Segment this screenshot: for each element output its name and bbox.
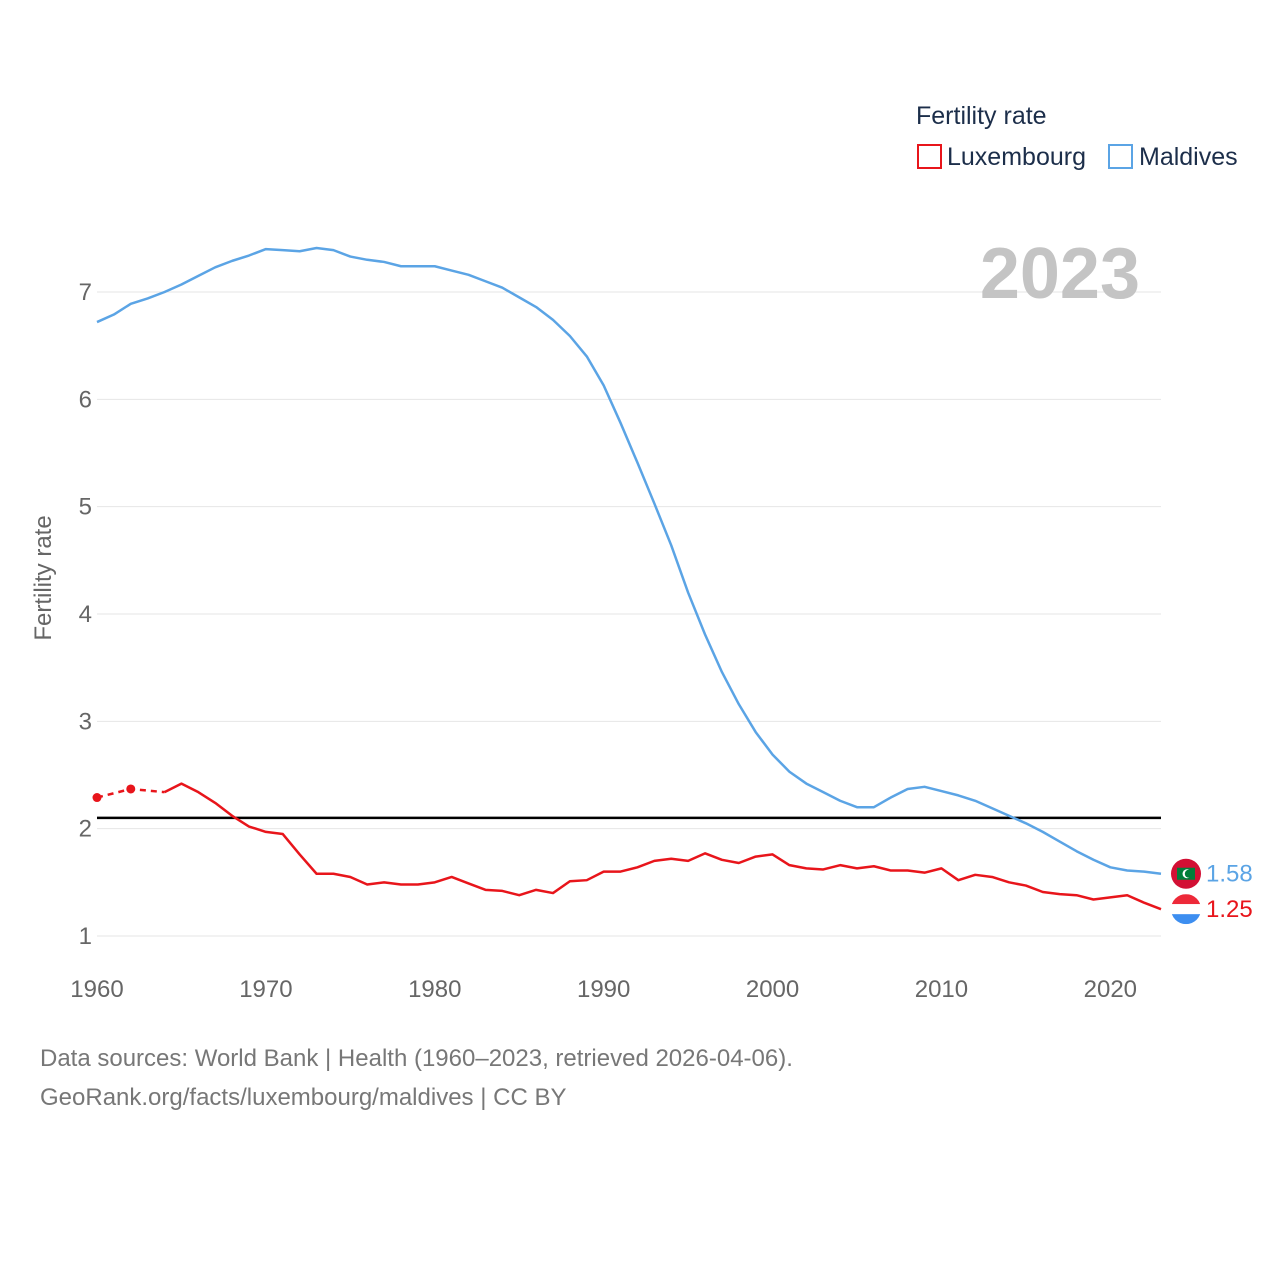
y-tick-label: 1 xyxy=(79,923,92,950)
legend-title: Fertility rate xyxy=(916,102,1047,130)
x-axis-ticks: 1960 1970 1980 1990 2000 2010 2020 xyxy=(70,976,1137,1003)
maldives-flag-icon xyxy=(1171,858,1201,889)
x-tick-label: 2020 xyxy=(1084,976,1137,1003)
x-tick-label: 1990 xyxy=(577,976,630,1003)
legend-swatch-maldives xyxy=(1108,144,1133,169)
y-tick-label: 3 xyxy=(79,708,92,735)
y-tick-label: 6 xyxy=(79,386,92,413)
luxembourg-flag-icon xyxy=(1171,894,1201,925)
x-tick-label: 1960 xyxy=(70,976,123,1003)
y-tick-label: 2 xyxy=(79,816,92,843)
year-label: 2023 xyxy=(980,234,1140,314)
legend-label-maldives: Maldives xyxy=(1139,143,1238,171)
x-tick-label: 2000 xyxy=(746,976,799,1003)
source-line: Data sources: World Bank | Health (1960–… xyxy=(40,1045,793,1072)
y-axis-ticks: 1 2 3 4 5 6 7 xyxy=(79,279,92,950)
y-tick-label: 5 xyxy=(79,494,92,521)
data-point-luxembourg xyxy=(92,793,102,803)
maldives-end-value: 1.58 xyxy=(1206,861,1253,888)
luxembourg-end-value: 1.25 xyxy=(1206,896,1253,923)
gridlines xyxy=(97,291,1161,937)
legend-label-luxembourg: Luxembourg xyxy=(947,143,1086,171)
series-line-maldives xyxy=(96,246,1162,875)
x-tick-label: 1970 xyxy=(239,976,292,1003)
y-axis-title: Fertility rate xyxy=(30,515,57,640)
y-tick-label: 4 xyxy=(79,601,92,628)
legend: Fertility rate Luxembourg Maldives xyxy=(916,102,1238,171)
source-url[interactable]: GeoRank.org/facts/luxembourg/maldives | … xyxy=(40,1084,567,1111)
x-tick-label: 1980 xyxy=(408,976,461,1003)
x-tick-label: 2010 xyxy=(915,976,968,1003)
legend-item-luxembourg[interactable]: Luxembourg xyxy=(917,143,1086,171)
legend-item-maldives[interactable]: Maldives xyxy=(1108,143,1238,171)
legend-swatch-luxembourg xyxy=(917,144,942,169)
y-tick-label: 7 xyxy=(79,279,92,306)
data-point-luxembourg xyxy=(126,784,136,794)
series-line-luxembourg xyxy=(163,782,1162,911)
series-lines xyxy=(92,246,1162,911)
